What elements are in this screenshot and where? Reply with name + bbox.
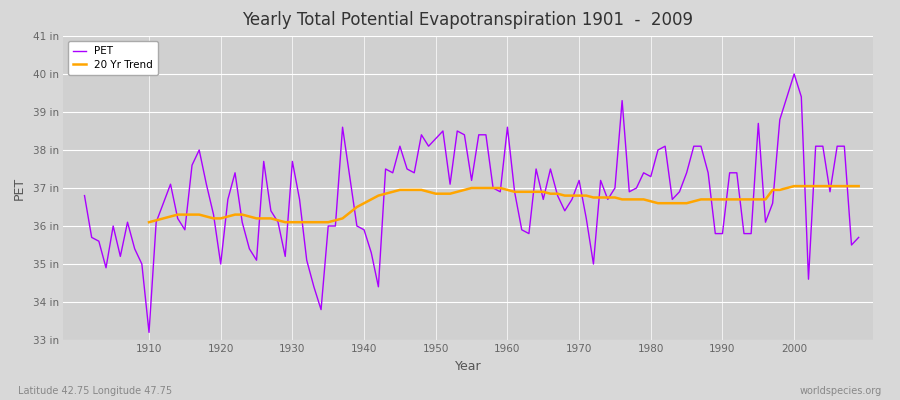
PET <box>788 72 799 76</box>
20 Yr Trend <box>803 184 814 188</box>
PET <box>509 189 520 194</box>
PET <box>595 178 606 183</box>
20 Yr Trend <box>566 193 577 198</box>
PET <box>137 262 148 266</box>
PET <box>144 330 155 335</box>
20 Yr Trend <box>824 184 835 188</box>
Legend: PET, 20 Yr Trend: PET, 20 Yr Trend <box>68 41 158 75</box>
PET <box>345 174 356 179</box>
20 Yr Trend <box>509 189 520 194</box>
Line: 20 Yr Trend: 20 Yr Trend <box>149 186 859 222</box>
PET <box>302 258 312 263</box>
X-axis label: Year: Year <box>454 360 482 373</box>
20 Yr Trend <box>144 220 155 225</box>
20 Yr Trend <box>309 220 320 225</box>
Title: Yearly Total Potential Evapotranspiration 1901  -  2009: Yearly Total Potential Evapotranspiratio… <box>242 11 694 29</box>
Y-axis label: PET: PET <box>13 176 26 200</box>
20 Yr Trend <box>280 220 291 225</box>
20 Yr Trend <box>788 184 799 188</box>
PET <box>79 193 90 198</box>
PET <box>502 125 513 130</box>
Text: worldspecies.org: worldspecies.org <box>800 386 882 396</box>
20 Yr Trend <box>853 184 864 188</box>
PET <box>853 235 864 240</box>
Line: PET: PET <box>85 74 859 332</box>
Text: Latitude 42.75 Longitude 47.75: Latitude 42.75 Longitude 47.75 <box>18 386 172 396</box>
